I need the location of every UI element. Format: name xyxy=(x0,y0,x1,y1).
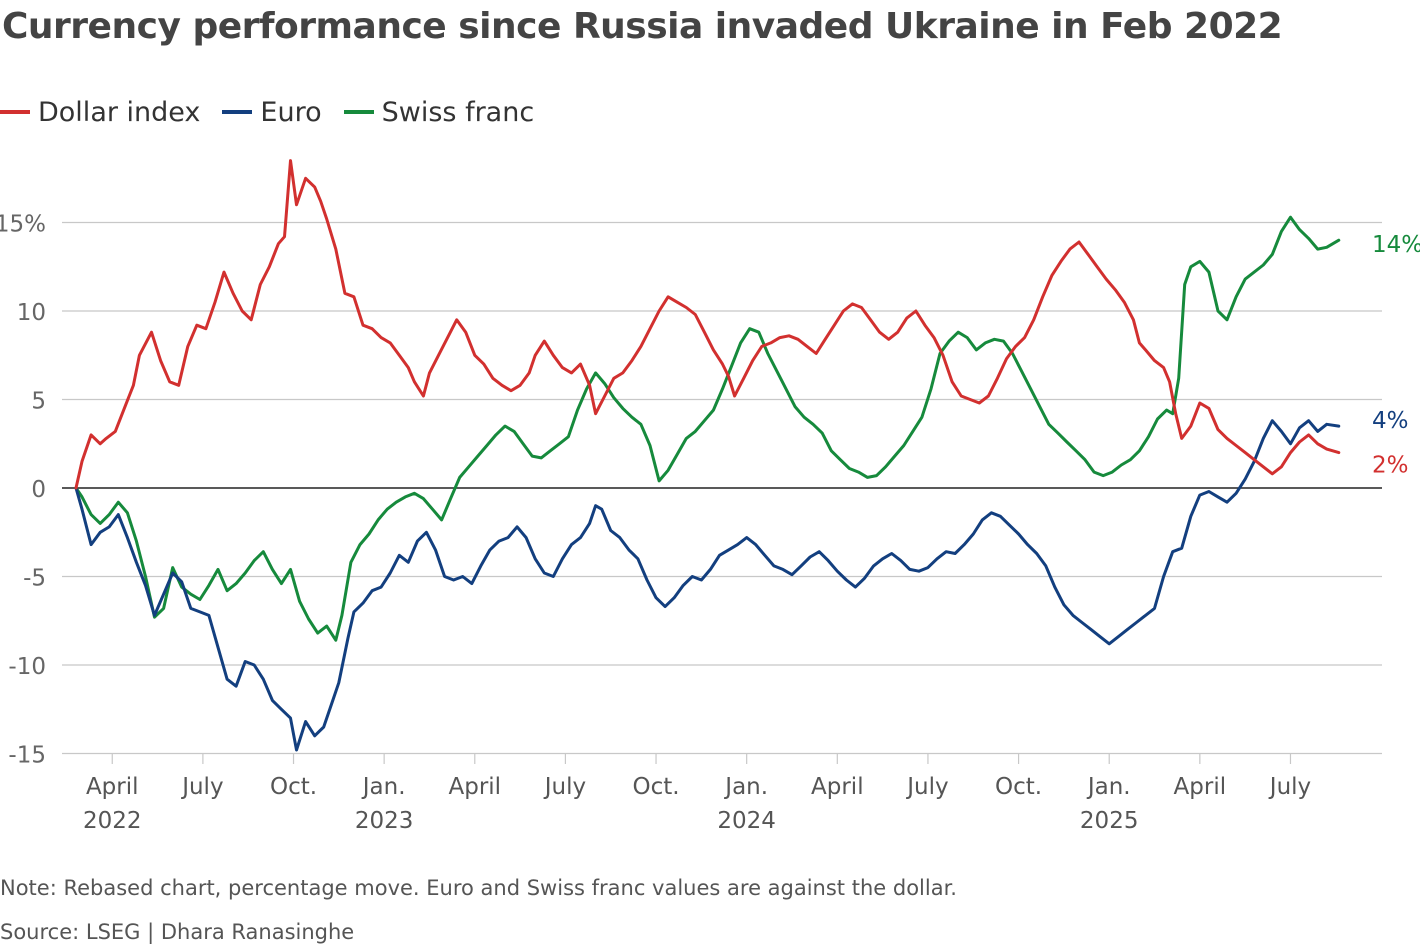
line-chart: -15 -10 -5 0 5 10 15% April 2022 July Oct. Jan. 202… xyxy=(0,159,1420,834)
y-tick-label: 5 xyxy=(31,389,46,415)
x-tick-label: Oct. xyxy=(633,774,680,800)
end-label-swiss-franc: 14% xyxy=(1372,232,1420,258)
grid-layer xyxy=(62,221,1382,755)
x-tick-label: Jan. xyxy=(361,774,406,800)
x-tick-label: April xyxy=(811,774,864,800)
legend-swatch-franc xyxy=(343,110,374,114)
y-tick-label: -10 xyxy=(8,654,46,680)
y-tick-label: 10 xyxy=(17,300,46,326)
chart-source: Source: LSEG | Dhara Ranasinghe xyxy=(0,920,355,944)
y-tick-label: 15% xyxy=(0,212,46,238)
x-tick-label: July xyxy=(180,774,223,800)
x-tick-year: 2025 xyxy=(1080,808,1139,834)
x-tick-label: April xyxy=(86,774,139,800)
x-tick-label: July xyxy=(543,774,586,800)
legend-label-franc: Swiss franc xyxy=(381,96,535,128)
x-tick-label: April xyxy=(448,774,501,800)
x-axis: April 2022 July Oct. Jan. 2023 April July Oct. Ja… xyxy=(83,754,1311,834)
series-line-dollar-index xyxy=(74,159,1341,490)
legend-item-euro: Euro xyxy=(222,96,322,128)
x-tick-label: Jan. xyxy=(723,774,768,800)
legend-label-dollar: Dollar index xyxy=(38,96,201,128)
x-tick-year: 2024 xyxy=(717,808,776,834)
x-tick-year: 2022 xyxy=(83,808,142,834)
y-tick-label: 0 xyxy=(31,477,46,503)
end-labels: 2% 4% 14% xyxy=(1372,232,1420,478)
x-tick-label: July xyxy=(905,774,948,800)
legend-item-swiss-franc: Swiss franc xyxy=(343,96,535,128)
x-tick-label: April xyxy=(1174,774,1227,800)
x-tick-year: 2023 xyxy=(355,808,414,834)
legend: Dollar index Euro Swiss franc xyxy=(0,94,556,130)
series-layer xyxy=(74,159,1341,752)
end-label-dollar-index: 2% xyxy=(1372,453,1409,479)
legend-item-dollar-index: Dollar index xyxy=(0,97,200,128)
x-tick-label: Oct. xyxy=(995,774,1042,800)
series-line-swiss-franc xyxy=(74,215,1341,642)
y-tick-label: -15 xyxy=(8,743,46,769)
end-label-euro: 4% xyxy=(1372,408,1409,434)
chart-title: Currency performance since Russia invade… xyxy=(2,6,1283,47)
y-axis: -15 -10 -5 0 5 10 15% xyxy=(0,212,46,769)
x-tick-label: July xyxy=(1268,774,1311,800)
chart-note: Note: Rebased chart, percentage move. Eu… xyxy=(0,876,957,900)
x-tick-label: Jan. xyxy=(1086,774,1131,800)
series-line-euro xyxy=(74,419,1341,752)
x-tick-label: Oct. xyxy=(270,774,317,800)
y-tick-label: -5 xyxy=(23,566,46,592)
legend-swatch-dollar xyxy=(0,110,30,114)
legend-label-euro: Euro xyxy=(260,96,322,128)
legend-swatch-euro xyxy=(222,110,253,114)
